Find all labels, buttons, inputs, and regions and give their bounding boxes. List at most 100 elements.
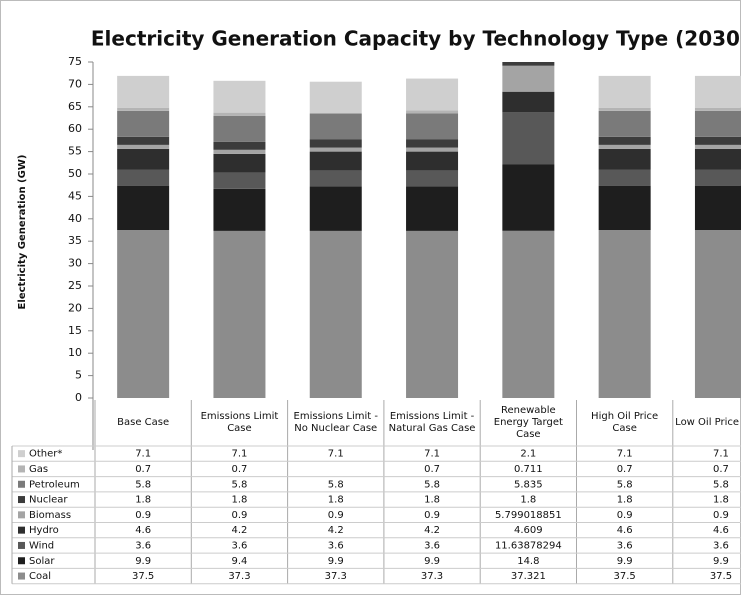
y-tick-label: 20: [68, 301, 82, 314]
y-axis-title: Electricity Generation (GW): [17, 155, 28, 310]
table-value: 4.6: [713, 525, 729, 536]
table-value: 37.5: [710, 571, 732, 582]
table-value: 37.3: [228, 571, 250, 582]
bar-segment: [406, 230, 459, 398]
bar-segment: [502, 65, 555, 92]
bar-segment: [502, 91, 555, 113]
chart-title: Electricity Generation Capacity by Techn…: [91, 27, 741, 51]
legend-key: [18, 480, 25, 488]
category-cell: Emissions Limit - Natural Gas Case: [389, 411, 476, 434]
x-tick-label: Emissions Limit Case: [200, 411, 279, 434]
table-value: 0.7: [713, 464, 729, 475]
bar-segment: [502, 230, 555, 398]
table-value: 1.8: [520, 495, 536, 506]
table-value: 5.8: [135, 479, 151, 490]
legend-key: [18, 541, 25, 549]
bar-segment: [694, 148, 741, 170]
category-cell: Renewable Energy Target Case: [493, 405, 563, 440]
table-value: 9.9: [424, 556, 440, 567]
bar-segment: [502, 164, 555, 231]
bar-segment: [309, 147, 362, 152]
table-value: 5.8: [617, 479, 633, 490]
table-value: 5.8: [713, 479, 729, 490]
y-tick-label: 55: [68, 145, 82, 158]
bar-segment: [213, 188, 266, 231]
bar-segment: [117, 136, 170, 145]
bar-segment: [598, 148, 651, 170]
bar-segment: [406, 170, 459, 187]
legend-label: Biomass: [29, 510, 71, 521]
legend-label: Petroleum: [29, 479, 80, 490]
bar-segment: [213, 80, 266, 113]
table-value: 1.8: [713, 495, 729, 506]
y-tick-label: 5: [75, 369, 82, 382]
y-tick-label: 60: [68, 122, 82, 135]
table-value: 4.2: [328, 525, 344, 536]
table-value: 1.8: [424, 495, 440, 506]
y-tick-label: 15: [68, 324, 82, 337]
table-value: 0.9: [617, 510, 633, 521]
table-value: 5.8: [231, 479, 247, 490]
y-tick-label: 70: [68, 77, 82, 90]
x-tick-label: Renewable Energy Target Case: [493, 405, 563, 440]
bar-segment: [213, 172, 266, 189]
bar-segment: [309, 113, 362, 140]
bar-segment: [502, 62, 555, 66]
table-value: 7.1: [713, 449, 729, 460]
table-value: 1.8: [135, 495, 151, 506]
table-value: 5.835: [514, 479, 543, 490]
table-value: 37.3: [421, 571, 443, 582]
bar-segment: [694, 230, 741, 398]
bar-segment: [598, 144, 651, 149]
bar-segment: [502, 112, 555, 165]
table-value: 0.711: [514, 464, 543, 475]
bar-segment: [117, 230, 170, 398]
bar-segment: [598, 136, 651, 145]
table-value: 0.7: [424, 464, 440, 475]
y-tick-label: 45: [68, 189, 82, 202]
legend-key: [18, 526, 25, 534]
bar-segment: [694, 136, 741, 145]
table-value: 4.609: [514, 525, 543, 536]
legend-label: Gas: [29, 464, 48, 475]
table-value: 4.2: [424, 525, 440, 536]
bar-segment: [598, 107, 651, 111]
y-tick-label: 35: [68, 234, 82, 247]
bar-segment: [694, 75, 741, 108]
table-value: 0.9: [328, 510, 344, 521]
table-value: 9.9: [617, 556, 633, 567]
table-value: 9.4: [231, 556, 247, 567]
legend-key: [18, 450, 25, 458]
bar-segment: [117, 144, 170, 149]
plot-area: [117, 62, 741, 398]
table-value: 0.9: [713, 510, 729, 521]
table-value: 1.8: [617, 495, 633, 506]
legend-label: Solar: [29, 556, 55, 567]
bar-segment: [309, 81, 362, 114]
table-value: 4.6: [135, 525, 151, 536]
table-value: 0.9: [424, 510, 440, 521]
table-value: 5.8: [424, 479, 440, 490]
table-value: 7.1: [617, 449, 633, 460]
x-tick-label: Emissions Limit - No Nuclear Case: [293, 411, 378, 434]
bar-segment: [213, 153, 266, 173]
legend-key: [18, 511, 25, 519]
y-tick-label: 75: [68, 55, 82, 68]
table-value: 3.6: [135, 540, 151, 551]
bar-segment: [117, 107, 170, 111]
bar-segment: [117, 169, 170, 186]
category-cell: Emissions Limit - No Nuclear Case: [293, 411, 378, 434]
table-value: 5.8: [328, 479, 344, 490]
bar-segment: [598, 110, 651, 137]
table-value: 0.7: [135, 464, 151, 475]
bar-segment: [598, 169, 651, 186]
legend-label: Wind: [29, 540, 54, 551]
legend-label: Coal: [29, 571, 51, 582]
table-value: 9.9: [135, 556, 151, 567]
legend-key: [18, 572, 25, 580]
bar-segment: [694, 110, 741, 137]
table-value: 3.6: [328, 540, 344, 551]
table-value: 11.63878294: [495, 540, 562, 551]
bar-segment: [694, 107, 741, 111]
